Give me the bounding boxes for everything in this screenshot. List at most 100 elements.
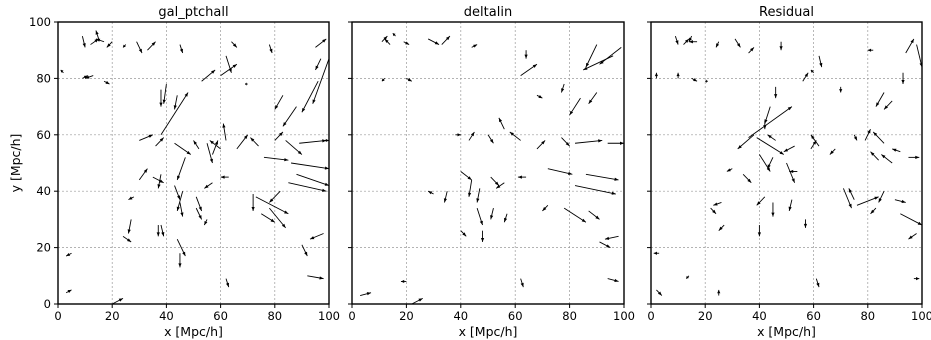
vector-head <box>178 263 182 268</box>
vector-head <box>789 169 794 174</box>
vector-shaft <box>288 182 327 192</box>
vector-head <box>901 80 905 85</box>
vector-arrow <box>759 154 771 172</box>
vector-head <box>595 215 600 220</box>
vector-arrow <box>867 48 874 52</box>
vector-arrow <box>734 38 741 48</box>
vector-head <box>561 88 565 93</box>
vector-head <box>310 236 315 240</box>
x-tick-label: 0 <box>54 309 61 323</box>
vector-head <box>819 62 823 68</box>
vector-head <box>480 237 485 242</box>
vector-head <box>901 199 906 204</box>
vector-arrow <box>913 277 920 281</box>
vector-arrow <box>209 140 221 150</box>
chart-title: Residual <box>759 5 814 20</box>
vector-arrow <box>856 196 879 206</box>
vector-arrow <box>323 138 329 143</box>
vector-head <box>284 158 289 162</box>
vector-head <box>383 36 388 41</box>
vector-arrow <box>715 41 720 48</box>
vector-arrow <box>726 168 733 172</box>
vector-arrow <box>312 58 330 104</box>
y-tick-label: 80 <box>36 71 51 85</box>
vector-head <box>874 196 879 200</box>
vector-head <box>476 198 480 203</box>
vector-head <box>209 158 213 163</box>
vector-arrow <box>139 134 154 141</box>
vector-arrow <box>251 194 255 211</box>
vector-head <box>180 212 184 217</box>
vector-shaft <box>299 139 327 144</box>
vector-head <box>688 40 693 44</box>
vector-arrow <box>193 140 200 150</box>
vector-head <box>467 176 472 180</box>
vector-arrow <box>443 191 448 203</box>
vector-arrow <box>767 157 774 169</box>
vector-arrow <box>204 182 213 189</box>
vector-head <box>604 236 610 240</box>
x-tick-label: 100 <box>318 309 340 323</box>
vector-arrow <box>585 173 619 181</box>
vector-head <box>282 122 287 127</box>
vector-head <box>870 209 875 214</box>
vector-head <box>95 30 99 35</box>
axes-frame <box>57 21 330 305</box>
vector-head <box>270 218 275 223</box>
vector-arrow <box>427 38 440 45</box>
vector-arrow <box>767 134 776 141</box>
vector-head <box>716 43 720 48</box>
vector-arrow <box>789 169 798 174</box>
vector-arrow <box>65 289 72 294</box>
vector-head <box>489 139 494 144</box>
vector-arrow <box>136 41 143 54</box>
vector-arrow <box>718 224 725 231</box>
x-tick-label: 80 <box>267 309 282 323</box>
vector-head <box>161 232 165 237</box>
vector-arrow <box>774 86 778 99</box>
vector-head <box>66 252 71 257</box>
vector-arrow <box>803 219 808 228</box>
vector-arrow <box>290 162 330 170</box>
vector-shaft <box>312 58 330 104</box>
vector-arrow <box>583 55 614 71</box>
vector-head <box>494 181 499 186</box>
vector-arrow <box>900 213 923 226</box>
panel-residual: 0 20 40 60 80 100 Residual x [Mpc/h] <box>647 5 931 339</box>
vector-arrow <box>653 251 660 255</box>
vector-head <box>620 141 624 145</box>
chart-title: deltalin <box>464 5 512 20</box>
vector-head <box>653 251 657 255</box>
vector-head <box>757 232 761 237</box>
vector-head <box>457 133 461 137</box>
vector-head <box>279 131 283 136</box>
vector-arrow <box>839 86 843 93</box>
vector-head <box>366 292 372 296</box>
vector-arrow <box>520 63 538 76</box>
vector-arrow <box>705 79 708 83</box>
vector-arrow <box>654 72 659 79</box>
vector-head <box>771 212 775 217</box>
vector-arrow <box>848 188 855 200</box>
vector-arrow <box>65 252 72 257</box>
vector-arrow <box>547 168 573 175</box>
vector-head <box>853 136 857 141</box>
vector-arrow <box>517 175 527 179</box>
vector-head <box>783 148 789 152</box>
vector-arrow <box>471 44 478 48</box>
x-axis-label: x [Mpc/h] <box>757 324 816 339</box>
vector-head <box>315 65 319 70</box>
vector-arrow <box>563 207 587 223</box>
vector-arrow <box>818 55 823 68</box>
vector-arrow <box>892 148 901 153</box>
x-tick-label: 20 <box>105 309 120 323</box>
vector-head <box>878 198 882 203</box>
vector-shaft <box>574 185 616 195</box>
vector-head <box>148 134 153 138</box>
vector-arrow <box>748 47 755 54</box>
vector-head <box>848 203 852 209</box>
vector-arrow <box>392 32 396 37</box>
vector-head <box>198 215 202 220</box>
vector-head <box>162 99 166 104</box>
vector-arrow <box>95 30 100 40</box>
